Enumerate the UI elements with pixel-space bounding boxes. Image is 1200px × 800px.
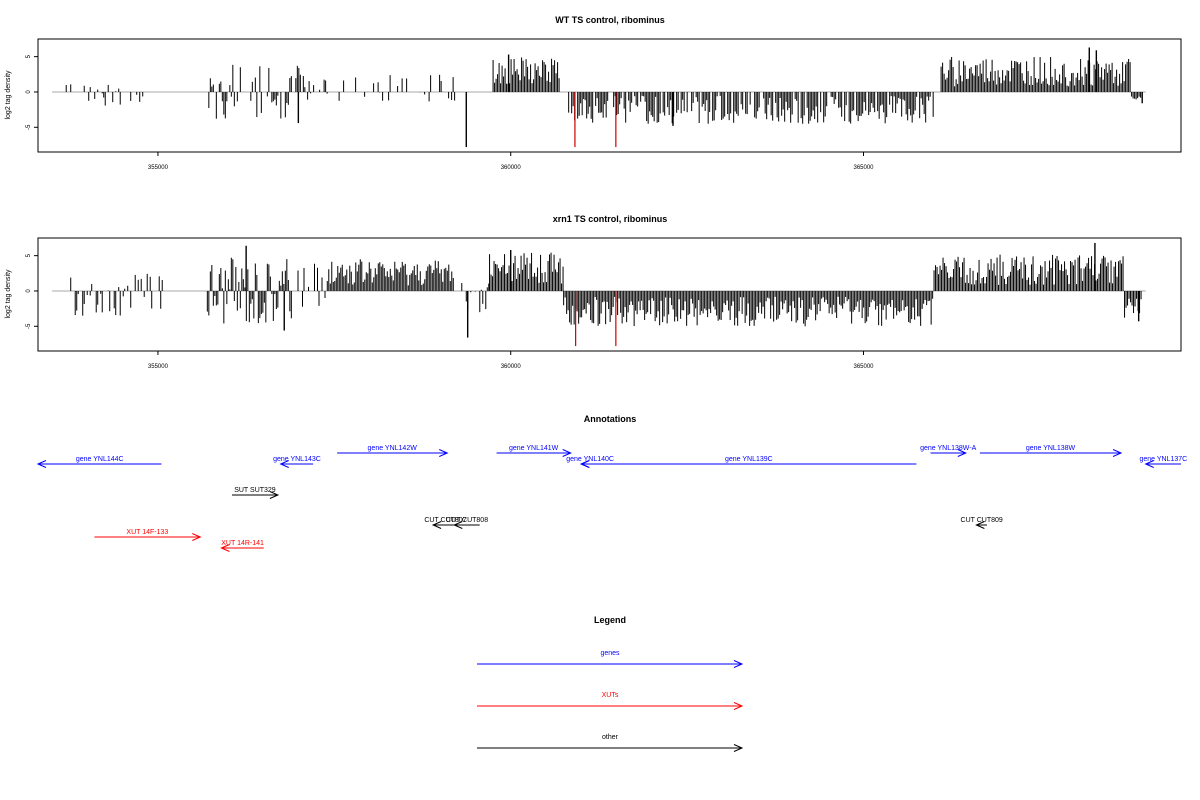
legend: Legend genes XUTs other (477, 615, 744, 752)
wt-y-axis-label: log2 tag density (5, 70, 12, 120)
legend-label: other (602, 734, 619, 741)
xrn1-y-ticks: -5 0 5 (26, 253, 38, 329)
feature-arrowhead (279, 460, 289, 468)
feature-arrowhead (36, 460, 47, 468)
legend-label: XUTs (602, 692, 619, 699)
xrn1-tag-density-panel: xrn1 TS control, ribominus log2 tag dens… (5, 214, 1182, 370)
x-tick-label: 355000 (148, 364, 169, 370)
feature-label: gene YNL138W (1026, 445, 1076, 452)
feature-arrowhead (453, 521, 463, 529)
xrn1-bars (52, 242, 1146, 347)
legend-label: genes (600, 650, 620, 657)
feature-arrowhead (1144, 460, 1154, 468)
feature-arrowhead (957, 449, 968, 457)
xrn1-x-ticks: 355000 360000 365000 (148, 351, 874, 370)
feature-label: CUT CUT807 (424, 517, 466, 524)
feature-arrowhead (220, 544, 230, 552)
y-tick-label: 5 (26, 253, 32, 257)
feature-label: gene YNL141W (509, 445, 559, 452)
wt-bars (52, 47, 1146, 148)
feature-arrowhead (269, 491, 280, 499)
feature-label: gene YNL142W (368, 445, 418, 452)
wt-y-ticks: -5 0 5 (26, 54, 38, 130)
feature-arrowhead (431, 521, 442, 529)
xrn1-panel-title: xrn1 TS control, ribominus (553, 214, 668, 224)
feature-arrowhead (562, 449, 572, 457)
annotation-features: gene YNL144C gene YNL143C gene YNL142W gene… (36, 445, 1187, 552)
y-tick-label: 5 (26, 54, 32, 58)
feature-label: gene YNL143C (273, 456, 321, 463)
feature-arrowhead (192, 533, 202, 541)
x-tick-label: 365000 (853, 165, 874, 171)
feature-label: gene YNL137C (1139, 456, 1187, 463)
x-tick-label: 360000 (501, 165, 522, 171)
xrn1-y-axis-label: log2 tag density (5, 269, 12, 319)
wt-x-ticks: 355000 360000 365000 (148, 152, 874, 171)
y-tick-label: 0 (26, 90, 32, 94)
feature-arrowhead (580, 460, 590, 468)
feature-arrowhead (1112, 449, 1123, 457)
feature-label: XUT 14R-141 (221, 540, 264, 547)
wt-panel-title: WT TS control, ribominus (555, 15, 665, 25)
feature-label: gene YNL140C (566, 456, 614, 463)
wt-plot-frame (37, 38, 1182, 153)
feature-label: SUT SUT329 (234, 487, 276, 494)
feature-label: gene YNL144C (76, 456, 124, 463)
y-tick-label: 0 (26, 289, 32, 293)
wt-tag-density-panel: WT TS control, ribominus log2 tag densit… (5, 15, 1182, 171)
x-tick-label: 365000 (853, 364, 874, 370)
x-tick-label: 355000 (148, 165, 169, 171)
legend-title: Legend (594, 615, 626, 625)
legend-arrowhead (733, 744, 744, 752)
y-tick-label: -5 (26, 323, 32, 329)
feature-label: CUT CUT808 (446, 517, 488, 524)
annotations-track: Annotations gene YNL144C gene YNL143Cgene… (36, 414, 1187, 552)
feature-label: gene YNL139C (725, 456, 773, 463)
x-tick-label: 360000 (501, 364, 522, 370)
y-tick-label: -5 (26, 124, 32, 130)
legend-arrowhead (733, 660, 744, 668)
legend-arrowhead (733, 702, 744, 710)
feature-label: XUT 14F-133 (126, 529, 168, 536)
legend-items: genes XUTs other (477, 650, 744, 752)
feature-arrowhead (975, 521, 985, 529)
feature-label: gene YNL138W-A (920, 445, 976, 452)
xrn1-plot-frame (37, 237, 1182, 352)
annotations-title: Annotations (584, 414, 637, 424)
feature-arrowhead (439, 449, 449, 457)
feature-label: CUT CUT809 (961, 517, 1003, 524)
